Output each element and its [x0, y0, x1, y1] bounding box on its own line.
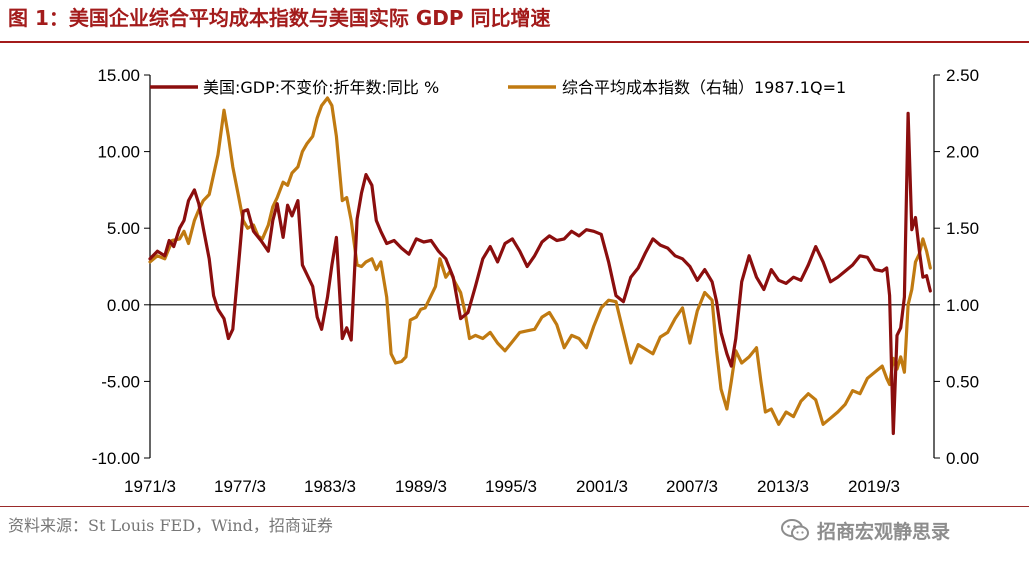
watermark: 招商宏观静思录: [781, 515, 950, 545]
y-right-tick-label: 2.50: [946, 66, 979, 85]
x-tick-label: 1971/3: [124, 477, 176, 496]
y-left-tick-label: -5.00: [101, 372, 140, 391]
legend-gdp-label: 美国:GDP:不变价:折年数:同比 %: [203, 78, 439, 97]
y-right-tick-label: 0.50: [946, 372, 979, 391]
title-divider: [0, 41, 1029, 43]
x-tick-label: 1989/3: [395, 477, 447, 496]
x-tick-label: 2013/3: [757, 477, 809, 496]
watermark-text: 招商宏观静思录: [817, 520, 951, 543]
x-tick-label: 2001/3: [576, 477, 628, 496]
y-left-tick-label: -10.00: [92, 449, 140, 468]
chart-title: 图 1：美国企业综合平均成本指数与美国实际 GDP 同比增速: [8, 6, 551, 30]
chart-svg: 15.00 10.00 5.00 0.00 -5.00 -10.00 2.50 2.00 1.5…: [92, 66, 979, 496]
gdp-series-line: [148, 111, 932, 436]
cost-index-series-line: [148, 96, 932, 426]
y-right-tick-label: 1.00: [946, 296, 979, 315]
y-right-tick-label: 1.50: [946, 219, 979, 238]
y-left-tick-label: 10.00: [97, 143, 140, 162]
y-left-tick-label: 15.00: [97, 66, 140, 85]
x-tick-label: 2019/3: [848, 477, 900, 496]
legend-cost-label: 综合平均成本指数（右轴）1987.1Q=1: [562, 78, 846, 97]
source-note: 资料来源：St Louis FED，Wind，招商证券: [8, 516, 333, 535]
y-left-tick-label: 5.00: [107, 219, 140, 238]
y-right-tick-label: 0.00: [946, 449, 979, 468]
wechat-icon: [781, 519, 809, 541]
x-tick-label: 1983/3: [304, 477, 356, 496]
y-left-tick-label: 0.00: [107, 296, 140, 315]
x-tick-label: 1977/3: [214, 477, 266, 496]
y-right-tick-label: 2.00: [946, 143, 979, 162]
x-tick-label: 1995/3: [485, 477, 537, 496]
x-tick-label: 2007/3: [666, 477, 718, 496]
source-divider: [0, 506, 1029, 507]
